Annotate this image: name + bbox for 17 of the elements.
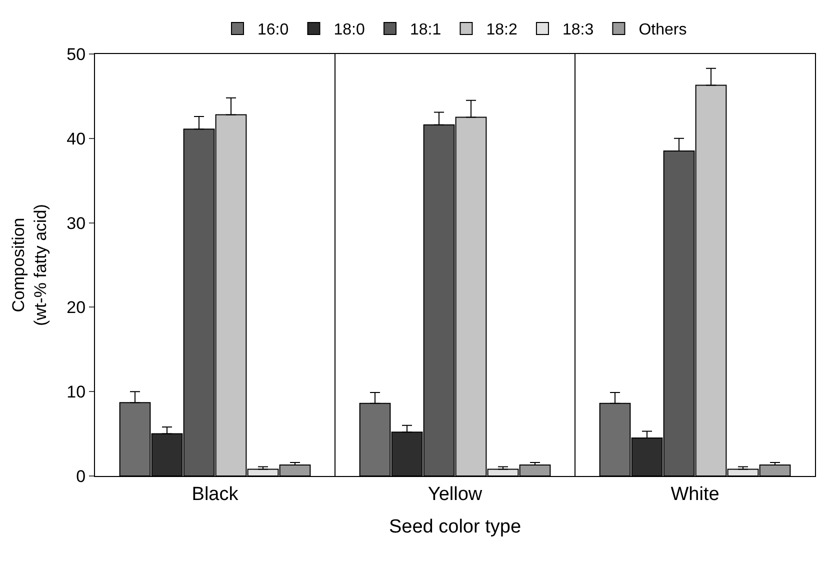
legend-label: 18:0 <box>334 22 365 39</box>
x-tick-label: Yellow <box>428 484 482 505</box>
x-tick-label: White <box>670 484 720 505</box>
y-tick-label: 50 <box>66 44 86 64</box>
y-tick-label: 0 <box>76 466 86 486</box>
y-tick-label: 20 <box>66 298 86 318</box>
legend-label: 18:3 <box>562 22 594 39</box>
x-tick-label: Black <box>192 484 239 505</box>
y-axis-title: Composition (wt-% fatty acid) <box>9 204 50 326</box>
y-tick-label: 30 <box>66 214 86 233</box>
legend-label: Others <box>638 22 687 39</box>
y-tick-label: 10 <box>66 382 86 402</box>
y-tick-label: 40 <box>66 129 86 148</box>
x-axis-title: Seed color type <box>388 516 522 538</box>
legend-label: 18:1 <box>410 22 442 39</box>
legend-label: 16:0 <box>258 22 289 39</box>
legend-label: 18:2 <box>486 22 518 39</box>
